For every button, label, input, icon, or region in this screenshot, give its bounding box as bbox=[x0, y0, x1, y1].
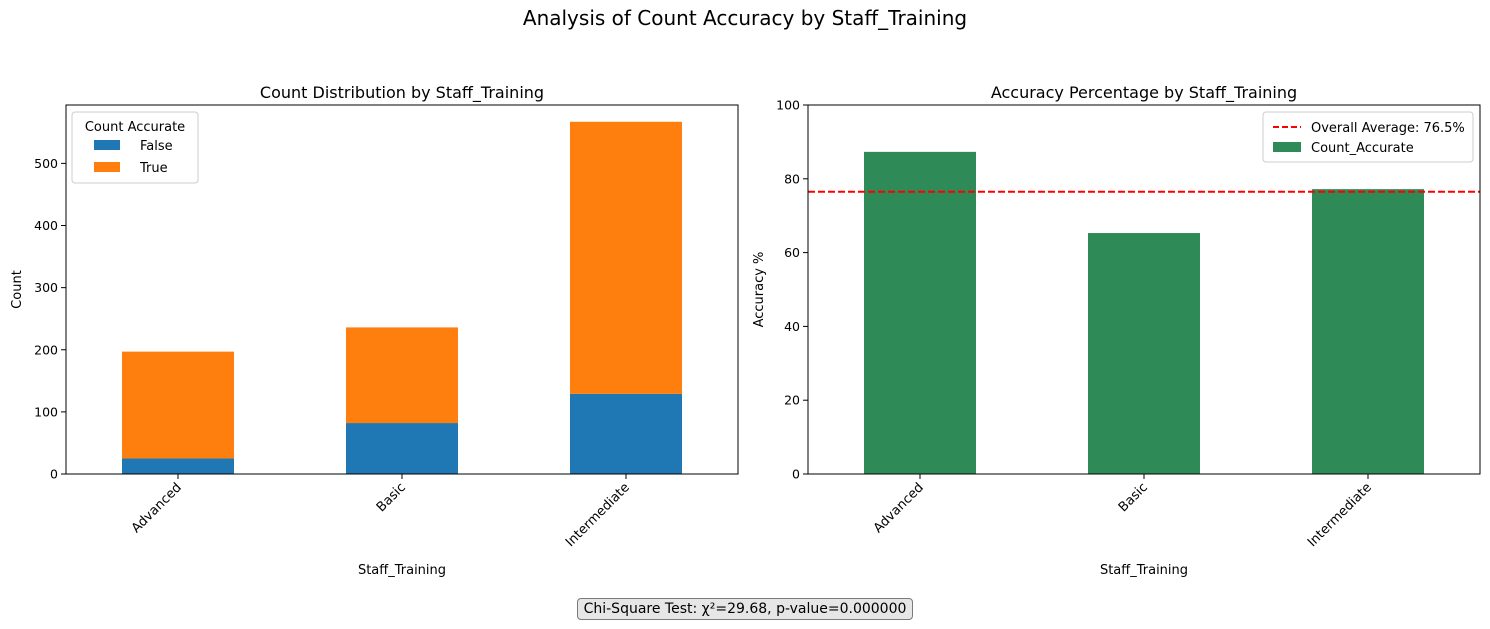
x-tick-label: Advanced bbox=[871, 480, 927, 536]
bar-false-basic bbox=[346, 423, 458, 474]
figure-title: Analysis of Count Accuracy by Staff_Trai… bbox=[522, 6, 968, 30]
y-tick-label: 200 bbox=[34, 342, 58, 357]
legend-swatch-true bbox=[94, 162, 120, 172]
legend: Overall Average: 76.5% Count_Accurate bbox=[1262, 111, 1474, 163]
y-tick-label: 0 bbox=[50, 467, 58, 482]
x-tick-label: Intermediate bbox=[1305, 480, 1375, 550]
y-tick-label: 400 bbox=[34, 218, 58, 233]
legend-box bbox=[1262, 111, 1474, 163]
y-tick-label: 500 bbox=[34, 156, 58, 171]
legend-label-overall-average: Overall Average: 76.5% bbox=[1311, 121, 1465, 136]
y-tick-label: 80 bbox=[784, 171, 800, 186]
y-tick-label: 40 bbox=[784, 319, 800, 334]
legend-swatch-count-accurate bbox=[1273, 142, 1301, 152]
y-axis-label: Accuracy % bbox=[752, 252, 767, 328]
y-tick-label: 20 bbox=[784, 393, 800, 408]
y-tick-label: 300 bbox=[34, 280, 58, 295]
legend-label-false: False bbox=[140, 139, 173, 154]
bar-true-basic bbox=[346, 327, 458, 424]
x-axis-label: Staff_Training bbox=[358, 563, 446, 578]
y-axis-label: Count bbox=[10, 270, 25, 309]
bar-basic bbox=[1088, 233, 1200, 474]
y-tick-label: 0 bbox=[792, 467, 800, 482]
bar-false-intermediate bbox=[570, 393, 682, 474]
bar-intermediate bbox=[1312, 189, 1424, 474]
x-axis-label: Staff_Training bbox=[1100, 563, 1188, 578]
legend-swatch-false bbox=[94, 140, 120, 150]
y-tick-label: 100 bbox=[34, 404, 58, 419]
legend: Count Accurate False True bbox=[71, 111, 199, 184]
x-tick-label: Basic bbox=[1116, 480, 1151, 515]
y-tick-label: 60 bbox=[784, 245, 800, 260]
bar-true-intermediate bbox=[570, 121, 682, 394]
stats-annotation-box: Chi-Square Test: χ²=29.68, p-value=0.000… bbox=[0, 598, 1490, 620]
chart-title: Count Distribution by Staff_Training bbox=[260, 83, 544, 103]
chart-title: Accuracy Percentage by Staff_Training bbox=[991, 83, 1297, 103]
legend-label-true: True bbox=[139, 161, 168, 176]
y-tick-label: 100 bbox=[776, 98, 800, 113]
bar-advanced bbox=[864, 151, 976, 474]
bar-true-advanced bbox=[122, 351, 234, 459]
bar-false-advanced bbox=[122, 458, 234, 474]
legend-label-count-accurate: Count_Accurate bbox=[1311, 141, 1414, 156]
chi-square-text: Chi-Square Test: χ²=29.68, p-value=0.000… bbox=[576, 598, 914, 620]
legend-title: Count Accurate bbox=[85, 120, 185, 135]
